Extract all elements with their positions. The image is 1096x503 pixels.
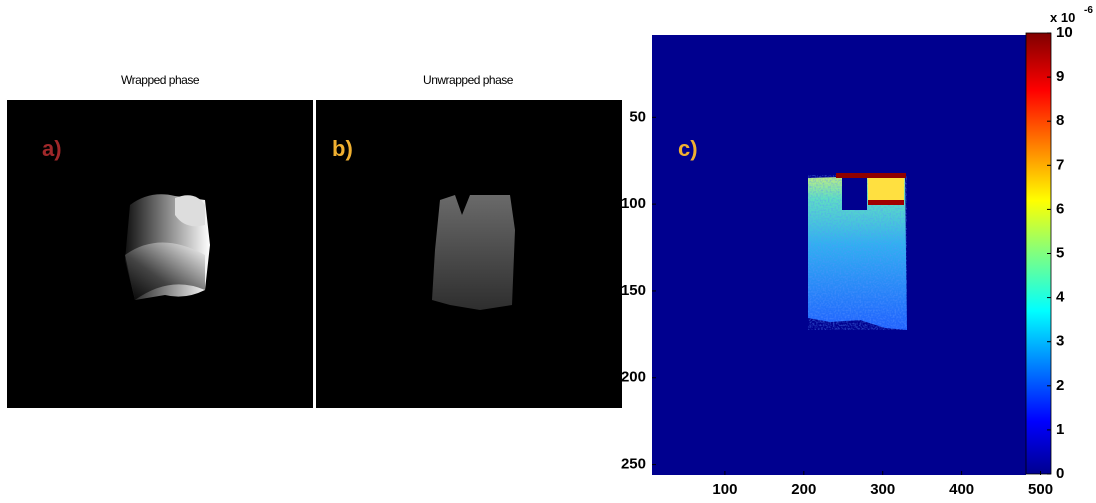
panel-label: c) xyxy=(678,136,698,161)
y-tick-label: 50 xyxy=(629,108,646,125)
colorbar-tick-label: 2 xyxy=(1056,377,1064,394)
x-tick-label: 300 xyxy=(870,481,895,498)
colorbar-tick-label: 5 xyxy=(1056,244,1064,261)
x-tick-label: 400 xyxy=(949,481,974,498)
colorbar-tick-label: 10 xyxy=(1056,24,1073,41)
colorbar-tick-label: 7 xyxy=(1056,156,1064,173)
panel-label: b) xyxy=(332,136,353,161)
colorbar-tick-label: 8 xyxy=(1056,112,1064,129)
colorbar-multiplier: x 10 xyxy=(1050,10,1075,25)
y-tick-label: 250 xyxy=(621,456,646,473)
y-tick-label: 200 xyxy=(621,369,646,386)
colorbar-tick-label: 1 xyxy=(1056,421,1064,438)
map-image xyxy=(652,35,1026,475)
colorbar-tick-label: 6 xyxy=(1056,200,1064,217)
x-tick-label: 100 xyxy=(712,481,737,498)
colorbar-tick-label: 4 xyxy=(1056,289,1065,306)
panel-title: Wrapped phase xyxy=(121,73,200,87)
colorbar-tick-label: 0 xyxy=(1056,465,1064,482)
panel-title: Unwrapped phase xyxy=(423,73,514,87)
y-tick-label: 150 xyxy=(621,282,646,299)
colorbar-exponent: -6 xyxy=(1084,5,1093,16)
panel-label: a) xyxy=(42,136,62,161)
unwrapped-image xyxy=(316,100,622,408)
y-tick-label: 100 xyxy=(621,195,646,212)
colorbar-tick-label: 3 xyxy=(1056,333,1064,350)
x-tick-label: 200 xyxy=(791,481,816,498)
colorbar-tick-label: 9 xyxy=(1056,68,1064,85)
figure: Wrapped phase a) Unwrapped phase b) c) x… xyxy=(0,0,1096,498)
x-tick-label: 500 xyxy=(1028,481,1053,498)
